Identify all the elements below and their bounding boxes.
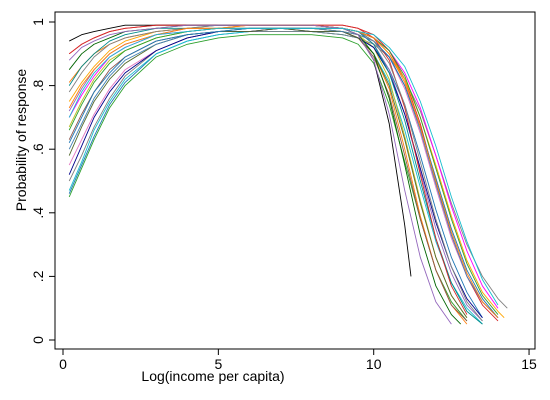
y-axis-label: Probability of response bbox=[13, 69, 29, 212]
x-tick-label: 5 bbox=[214, 356, 222, 372]
y-tick-label: 0 bbox=[30, 336, 46, 344]
y-axis: 0 .2 .4 .6 .8 1 bbox=[30, 18, 55, 344]
series-line-13 bbox=[68, 27, 499, 309]
series-line-8 bbox=[68, 31, 508, 309]
y-tick-label: .8 bbox=[30, 80, 46, 92]
curve-layer bbox=[68, 24, 508, 325]
series-line-10 bbox=[68, 24, 483, 322]
x-tick-label: 0 bbox=[59, 356, 67, 372]
series-line-17 bbox=[68, 24, 505, 319]
series-line-24 bbox=[68, 24, 452, 325]
plot-frame bbox=[54, 11, 536, 350]
y-tick-label: .6 bbox=[30, 143, 46, 155]
series-line-15 bbox=[68, 27, 468, 318]
series-line-5 bbox=[69, 24, 412, 277]
x-tick-label: 10 bbox=[366, 356, 382, 372]
y-tick-label: 1 bbox=[30, 18, 46, 26]
x-tick-label: 15 bbox=[521, 356, 537, 372]
series-line-25 bbox=[68, 27, 499, 306]
series-line-16 bbox=[68, 27, 499, 319]
y-tick-label: .2 bbox=[30, 270, 46, 282]
x-axis-label: Log(income per capita) bbox=[141, 368, 284, 384]
series-line-4 bbox=[68, 31, 483, 325]
y-tick-label: .4 bbox=[30, 207, 46, 219]
x-axis: 0 5 10 15 bbox=[59, 349, 537, 372]
